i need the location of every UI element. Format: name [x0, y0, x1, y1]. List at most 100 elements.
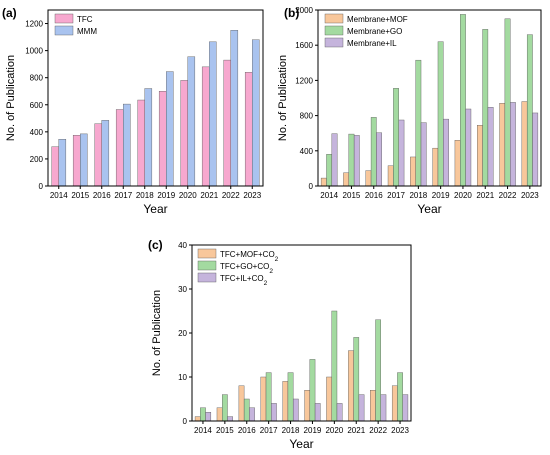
legend-swatch	[197, 272, 217, 283]
bar-tfc-mof-co2-2022	[370, 390, 376, 422]
bar-tfc-2021	[201, 66, 210, 187]
bar-tfc-il-co2-2018	[292, 398, 299, 422]
bar-tfc-il-co2-2017	[271, 403, 277, 422]
legend-label: TFC+GO+CO2	[220, 262, 273, 275]
bar-membrane-mof-2017	[387, 165, 394, 187]
y-tick-label: 40	[178, 241, 187, 250]
bar-tfc-mof-co2-2015	[216, 407, 223, 422]
bar-tfc-mof-co2-2020	[326, 376, 332, 422]
bar-tfc-2023	[244, 72, 253, 187]
y-axis-label: No. of Publication	[151, 290, 163, 376]
x-tick-label: 2022	[222, 191, 240, 200]
bar-membrane-il-2017	[398, 119, 405, 187]
bar-tfc-mof-co2-2017	[260, 376, 267, 422]
y-tick-label: 800	[30, 74, 44, 83]
panel-label: (c)	[148, 238, 163, 252]
legend-label: Membrane+IL	[347, 39, 397, 48]
x-tick-label: 2022	[499, 191, 517, 200]
bar-tfc-il-co2-2020	[336, 403, 343, 422]
bar-tfc-2016	[94, 123, 102, 187]
bar-membrane-il-2021	[487, 107, 494, 187]
y-tick-label: 1600	[295, 41, 313, 50]
x-tick-label: 2015	[71, 191, 89, 200]
bar-tfc-il-co2-2019	[314, 403, 321, 422]
bar-tfc-2020	[180, 80, 188, 187]
x-tick-label: 2023	[243, 191, 261, 200]
bar-membrane-il-2015	[353, 135, 360, 187]
y-tick-label: 400	[300, 147, 314, 156]
bar-tfc-il-co2-2014	[205, 412, 212, 422]
bar-tfc-il-co2-2022	[380, 394, 387, 422]
bar-tfc-il-co2-2021	[358, 394, 365, 422]
chart-panel-b: (b) 0 400 800 1200 1600 2000 2014 2015 2016 2017 20…	[277, 6, 542, 216]
x-axis-label: Year	[289, 437, 313, 451]
panel-label: (a)	[2, 6, 17, 20]
y-tick-label: 10	[178, 373, 187, 382]
x-tick-label: 2021	[476, 191, 494, 200]
chart-panel-a: (a) 0 200 400 600 800 1000 1200 2014 2015 2016 2017…	[2, 6, 264, 216]
x-tick-label: 2020	[179, 191, 197, 200]
bar-membrane-go-2015	[348, 133, 355, 187]
bar-tfc-mof-co2-2016	[238, 385, 245, 422]
bar-membrane-go-2017	[393, 88, 399, 187]
y-tick-label: 0	[183, 417, 188, 426]
y-tick-label: 0	[39, 182, 44, 191]
bar-tfc-go-co2-2023	[397, 372, 403, 422]
x-axis-label: Year	[417, 202, 441, 216]
bar-membrane-il-2020	[465, 108, 472, 187]
y-tick-label: 600	[30, 101, 44, 110]
x-tick-label: 2023	[521, 191, 539, 200]
x-tick-label: 2020	[454, 191, 472, 200]
x-tick-label: 2016	[365, 191, 383, 200]
y-tick-label: 1200	[295, 76, 313, 85]
bar-mmm-2017	[123, 103, 131, 187]
bar-mmm-2021	[209, 41, 217, 187]
y-tick-label: 1000	[25, 47, 43, 56]
bar-membrane-go-2020	[460, 14, 466, 187]
y-tick-label: 800	[300, 112, 314, 121]
bar-mmm-2016	[101, 120, 110, 187]
x-tick-label: 2014	[320, 191, 338, 200]
x-tick-label: 2019	[157, 191, 175, 200]
bar-tfc-go-co2-2015	[222, 394, 228, 422]
bar-tfc-mof-co2-2018	[282, 381, 289, 422]
x-tick-label: 2022	[369, 426, 387, 435]
bar-tfc-go-co2-2014	[200, 407, 206, 422]
x-tick-label: 2023	[391, 426, 409, 435]
bar-mmm-2018	[144, 88, 153, 187]
bar-tfc-2022	[223, 59, 231, 187]
y-tick-label: 2000	[295, 6, 313, 15]
chart-panel-c: (c) 0 10 20 30 40 2014 2015 2016 2017 2018 2019 2020…	[148, 238, 412, 451]
bar-membrane-il-2016	[376, 132, 382, 187]
bar-mmm-2015	[80, 133, 88, 187]
bar-tfc-2014	[51, 146, 59, 187]
bar-mmm-2019	[166, 71, 174, 187]
bar-tfc-go-co2-2020	[331, 310, 338, 422]
x-tick-label: 2015	[343, 191, 361, 200]
legend-label: TFC+IL+CO2	[220, 274, 268, 287]
x-tick-label: 2018	[136, 191, 154, 200]
bar-tfc-mof-co2-2023	[391, 385, 398, 422]
y-tick-label: 0	[309, 182, 314, 191]
y-tick-label: 200	[30, 155, 44, 164]
x-tick-label: 2016	[238, 426, 256, 435]
bar-tfc-2015	[72, 135, 81, 187]
bar-membrane-mof-2020	[454, 140, 461, 187]
bar-tfc-mof-co2-2014	[194, 416, 201, 422]
bar-mmm-2022	[230, 30, 239, 187]
y-tick-label: 1200	[25, 20, 43, 29]
x-tick-label: 2015	[216, 426, 234, 435]
x-tick-label: 2021	[200, 191, 218, 200]
bar-tfc-go-co2-2016	[243, 398, 250, 422]
bar-tfc-il-co2-2016	[249, 407, 255, 422]
bar-mmm-2020	[187, 56, 196, 187]
plot-frame	[47, 9, 264, 187]
legend-swatch	[324, 25, 344, 36]
bar-tfc-go-co2-2017	[265, 372, 272, 422]
x-tick-label: 2014	[50, 191, 68, 200]
x-tick-label: 2019	[432, 191, 450, 200]
bar-tfc-2017	[115, 109, 124, 187]
legend-label: MMM	[77, 27, 97, 36]
bar-membrane-il-2022	[510, 102, 516, 187]
